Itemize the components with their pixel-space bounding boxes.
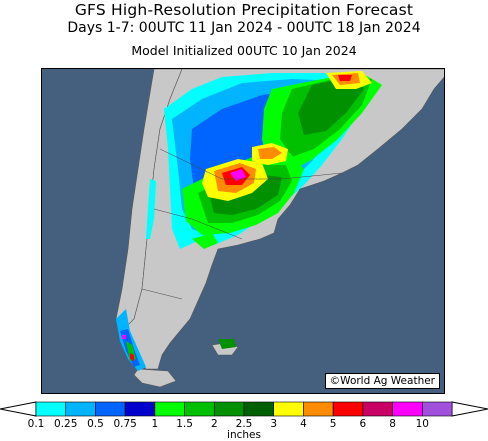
legend-color-cell (184, 401, 215, 417)
legend-color-cell (392, 401, 423, 417)
credit-label: ©World Ag Weather (324, 373, 440, 389)
legend-color-cell (421, 401, 453, 417)
legend-color-cell (35, 401, 67, 417)
legend-color-cell (65, 401, 96, 417)
legend-tick-label: 0.5 (87, 418, 104, 430)
legend-tick-label: 2 (210, 418, 218, 430)
forecast-period: Days 1-7: 00UTC 11 Jan 2024 - 00UTC 18 J… (67, 20, 421, 36)
legend-arrow-right (451, 401, 488, 417)
legend-tick-label: 8 (389, 418, 396, 430)
legend-color-cell (213, 401, 245, 417)
legend-color-cell (95, 401, 126, 417)
legend-tick-label: 1.5 (176, 418, 193, 430)
legend-tick-label: 0.25 (54, 418, 78, 430)
precipitation-legend (0, 401, 488, 417)
model-init-label: Model Initialized 00UTC 10 Jan 2024 (131, 43, 357, 58)
legend-tick-label: 3 (270, 418, 278, 430)
legend-color-cell (243, 401, 275, 417)
legend-tick-label: 0.1 (27, 418, 45, 430)
legend-tick-label: 2.5 (235, 418, 253, 430)
legend-color-cell (124, 401, 156, 417)
legend-tick-label: 5 (329, 418, 337, 430)
legend-color-cell (332, 401, 364, 417)
legend-tick-label: 0.75 (113, 418, 137, 430)
legend-tick-label: 6 (359, 418, 367, 430)
legend-arrow-left (0, 401, 37, 417)
legend-color-cell (154, 401, 185, 417)
legend-tick-label: 4 (300, 418, 307, 430)
legend-color-cell (303, 401, 334, 417)
legend-tick-label: 10 (415, 418, 429, 430)
land-tierra-del-fuego (133, 368, 177, 388)
legend-color-cell (362, 401, 393, 417)
legend-unit: inches (227, 429, 261, 441)
map-title: GFS High-Resolution Precipitation Foreca… (74, 1, 414, 19)
legend-tick-label: 1 (151, 418, 159, 430)
legend-color-cell (273, 401, 304, 417)
precipitation-map: ©World Ag Weather (41, 68, 445, 394)
